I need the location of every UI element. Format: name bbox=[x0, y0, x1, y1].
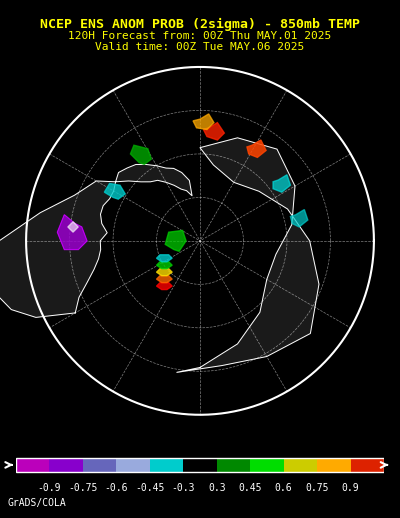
Polygon shape bbox=[290, 210, 308, 227]
Polygon shape bbox=[247, 140, 266, 157]
Text: 0.9: 0.9 bbox=[342, 483, 359, 493]
Bar bbox=[83, 458, 116, 472]
Text: -0.9: -0.9 bbox=[38, 483, 61, 493]
Text: 0.45: 0.45 bbox=[238, 483, 262, 493]
Bar bbox=[16, 458, 384, 472]
Bar bbox=[217, 458, 250, 472]
Polygon shape bbox=[104, 183, 125, 199]
Text: -0.75: -0.75 bbox=[68, 483, 98, 493]
Polygon shape bbox=[273, 175, 290, 192]
Polygon shape bbox=[156, 255, 172, 262]
Bar bbox=[350, 458, 384, 472]
Bar bbox=[50, 458, 83, 472]
Bar bbox=[250, 458, 284, 472]
Polygon shape bbox=[156, 269, 172, 276]
Polygon shape bbox=[204, 123, 224, 140]
Text: 120H Forecast from: 00Z Thu MAY.01 2025: 120H Forecast from: 00Z Thu MAY.01 2025 bbox=[68, 31, 332, 41]
Polygon shape bbox=[57, 215, 87, 250]
Text: NCEP ENS ANOM PROB (2sigma) - 850mb TEMP: NCEP ENS ANOM PROB (2sigma) - 850mb TEMP bbox=[40, 18, 360, 31]
Bar bbox=[183, 458, 217, 472]
Polygon shape bbox=[156, 283, 172, 290]
Text: 0.3: 0.3 bbox=[208, 483, 226, 493]
Bar bbox=[116, 458, 150, 472]
Polygon shape bbox=[193, 114, 214, 130]
Bar bbox=[317, 458, 350, 472]
Text: GrADS/COLA: GrADS/COLA bbox=[8, 498, 67, 508]
Text: -0.6: -0.6 bbox=[105, 483, 128, 493]
Polygon shape bbox=[26, 67, 374, 415]
Bar bbox=[284, 458, 317, 472]
Polygon shape bbox=[177, 138, 319, 372]
Text: -0.45: -0.45 bbox=[135, 483, 164, 493]
Polygon shape bbox=[68, 222, 78, 232]
Polygon shape bbox=[156, 276, 172, 283]
Bar bbox=[16, 458, 50, 472]
Text: -0.3: -0.3 bbox=[172, 483, 195, 493]
Polygon shape bbox=[156, 262, 172, 269]
Text: 0.75: 0.75 bbox=[305, 483, 329, 493]
Bar bbox=[150, 458, 183, 472]
Polygon shape bbox=[130, 145, 151, 164]
Polygon shape bbox=[0, 165, 192, 318]
Polygon shape bbox=[165, 231, 186, 251]
Text: Valid time: 00Z Tue MAY.06 2025: Valid time: 00Z Tue MAY.06 2025 bbox=[95, 42, 305, 52]
Text: 0.6: 0.6 bbox=[275, 483, 292, 493]
